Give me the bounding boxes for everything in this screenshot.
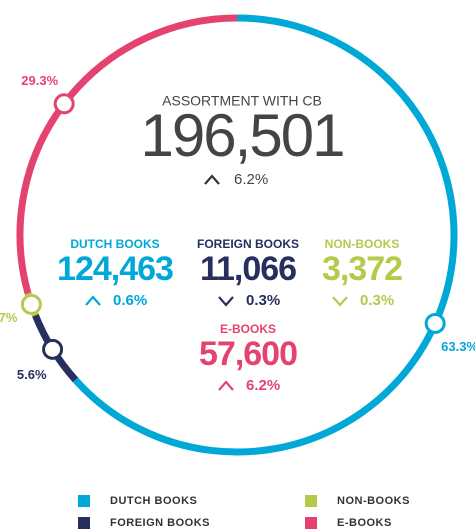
- legend-swatch: [78, 495, 90, 507]
- segment-marker: [53, 93, 75, 115]
- kpi-change-arrow: [218, 296, 234, 307]
- segment-marker: [20, 293, 42, 315]
- total-count: 196,501: [141, 102, 344, 169]
- legend-label: NON-BOOKS: [337, 495, 410, 507]
- kpi-count: 3,372: [322, 250, 402, 288]
- chart-title: ASSORTMENT WITH CB: [162, 93, 322, 109]
- legend-label: E-BOOKS: [337, 517, 392, 529]
- segment-percent: 63.3%: [441, 339, 475, 354]
- total-change: 6.2%: [234, 171, 268, 188]
- segment-percent: 5.6%: [17, 367, 47, 382]
- kpi-count: 11,066: [200, 250, 296, 288]
- legend-swatch: [305, 495, 317, 507]
- kpi-change-arrow: [332, 296, 348, 307]
- segment-marker: [424, 312, 446, 334]
- legend-label: DUTCH BOOKS: [110, 495, 197, 507]
- kpi-count: 57,600: [199, 335, 297, 373]
- legend-label: FOREIGN BOOKS: [110, 517, 210, 529]
- segment-percent: 1.7%: [0, 310, 18, 325]
- kpi-change: 0.6%: [113, 292, 147, 309]
- kpi-change-arrow: [85, 295, 101, 306]
- legend-swatch: [78, 517, 90, 529]
- kpi-name: NON-BOOKS: [325, 237, 400, 251]
- kpi-name: FOREIGN BOOKS: [197, 237, 299, 251]
- kpi-change-arrow: [218, 380, 234, 391]
- total-change-arrow: [204, 174, 220, 185]
- legend-swatch: [305, 517, 317, 529]
- kpi-name: DUTCH BOOKS: [70, 237, 159, 251]
- kpi-change: 0.3%: [360, 292, 394, 309]
- kpi-count: 124,463: [57, 250, 173, 288]
- segment-percent: 29.3%: [21, 73, 58, 88]
- kpi-change: 0.3%: [246, 292, 280, 309]
- kpi-name: E-BOOKS: [220, 322, 276, 336]
- segment-marker: [42, 338, 64, 360]
- kpi-change: 6.2%: [246, 377, 280, 394]
